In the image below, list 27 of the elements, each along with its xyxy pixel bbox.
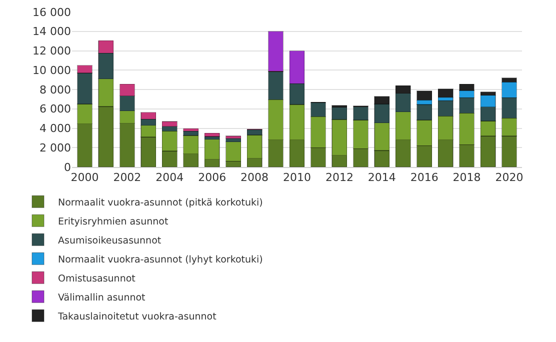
x-tick-label: 2000 xyxy=(70,171,99,184)
legend-label: Normaalit vuokra-asunnot (pitkä korkotuki) xyxy=(58,197,263,208)
x-tick-label: 2006 xyxy=(198,171,226,184)
x-tick-label: 2018 xyxy=(452,171,481,184)
x-tick-label: 2012 xyxy=(325,171,354,184)
y-tick-label: 8 000 xyxy=(40,83,71,96)
x-tick-label: 2014 xyxy=(368,171,396,184)
x-tick-label: 2016 xyxy=(410,171,438,184)
x-tick-label: 2020 xyxy=(495,171,524,184)
legend-label: Normaalit vuokra-asunnot (lyhyt korkotuki) xyxy=(58,254,263,266)
legend-label: Erityisryhmien asunnot xyxy=(58,216,168,228)
y-tick-label: 0 xyxy=(64,160,71,174)
x-tick-label: 2002 xyxy=(113,171,142,184)
legend-label: Välimallin asunnot xyxy=(58,292,146,304)
y-tick-label: 14 000 xyxy=(32,25,71,38)
y-tick-label: 6 000 xyxy=(40,102,71,116)
legend-label: Omistusasunnot xyxy=(58,273,136,284)
y-tick-label: 16 000 xyxy=(32,6,71,19)
y-tick-label: 10 000 xyxy=(32,64,71,77)
x-tick-label: 2004 xyxy=(156,171,184,184)
y-tick-label: 4 000 xyxy=(40,122,71,136)
legend-label: Asumisoikeusasunnot xyxy=(58,235,162,246)
x-tick-label: 2008 xyxy=(240,171,269,184)
y-tick-label: 12 000 xyxy=(32,44,71,58)
legend-label: Takauslainoitetut vuokra-asunnot xyxy=(57,311,217,322)
y-tick-label: 2 000 xyxy=(40,141,71,154)
x-tick-label: 2010 xyxy=(283,171,311,184)
